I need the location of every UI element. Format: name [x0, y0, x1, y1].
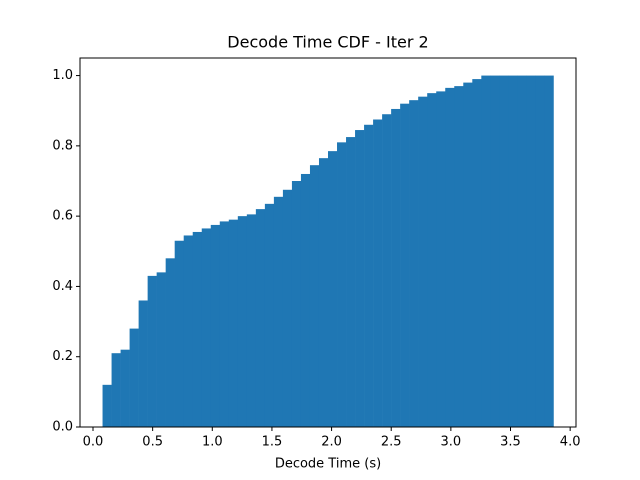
bar — [400, 103, 410, 427]
bar — [472, 79, 482, 427]
x-tick-label: 3.0 — [441, 435, 462, 450]
bar — [436, 91, 446, 427]
bar — [309, 165, 320, 427]
y-tick-label: 0.6 — [52, 209, 73, 224]
bar — [355, 130, 365, 428]
chart-title: Decode Time CDF - Iter 2 — [227, 33, 428, 52]
bar — [300, 173, 311, 427]
bar — [102, 384, 112, 427]
bar — [210, 224, 221, 427]
bar — [165, 258, 175, 427]
bar — [427, 93, 437, 428]
bar — [273, 196, 284, 427]
bar — [499, 75, 509, 428]
bar — [490, 75, 500, 428]
plot-frame — [79, 57, 577, 428]
bar — [373, 119, 383, 427]
y-tick-label: 0.2 — [52, 349, 73, 364]
bar — [138, 300, 148, 427]
bar — [481, 75, 491, 428]
x-tick-label: 2.5 — [381, 435, 402, 450]
bar — [346, 137, 356, 428]
bar — [228, 219, 239, 427]
bar — [129, 328, 139, 427]
bar — [219, 221, 230, 427]
bar — [147, 275, 157, 427]
y-tick-label: 0.0 — [52, 420, 73, 435]
bar — [409, 100, 419, 428]
bar — [454, 86, 464, 427]
bar — [445, 87, 455, 427]
bar — [544, 75, 554, 428]
bar — [255, 209, 266, 427]
bar — [337, 142, 347, 428]
bar — [237, 216, 248, 427]
bar — [328, 151, 338, 427]
bar — [517, 75, 527, 428]
x-tick-label: 1.5 — [262, 435, 283, 450]
bar — [291, 181, 302, 427]
bar — [364, 124, 374, 428]
bar — [418, 96, 428, 428]
bar — [282, 189, 293, 427]
bar — [508, 75, 518, 428]
bar — [382, 114, 392, 427]
bar — [318, 158, 329, 427]
bar — [183, 235, 194, 427]
bar — [526, 75, 536, 428]
x-tick-label: 1.0 — [202, 435, 223, 450]
x-tick-label: 3.5 — [500, 435, 521, 450]
bar — [535, 75, 545, 428]
bar — [174, 240, 185, 427]
bar — [391, 108, 401, 427]
bar — [246, 214, 257, 427]
x-tick-label: 2.0 — [321, 435, 342, 450]
bar — [264, 203, 275, 427]
bar — [201, 228, 212, 427]
y-tick-label: 0.8 — [52, 138, 73, 153]
y-tick-label: 1.0 — [52, 68, 73, 83]
x-axis-label: Decode Time (s) — [275, 457, 381, 472]
x-tick-label: 0.5 — [142, 435, 163, 450]
y-tick-label: 0.4 — [52, 279, 73, 294]
bar — [463, 82, 473, 427]
bar — [111, 353, 121, 427]
x-tick-label: 0.0 — [83, 435, 104, 450]
bar — [192, 231, 203, 427]
bar — [156, 272, 166, 427]
x-tick-label: 4.0 — [560, 435, 581, 450]
bar — [120, 349, 130, 427]
